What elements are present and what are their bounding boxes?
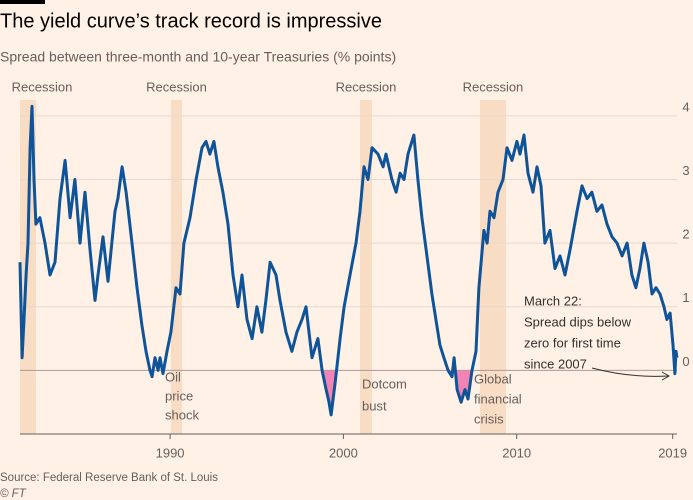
- recession-label: Recession: [463, 79, 524, 94]
- annotation: bust: [362, 398, 387, 413]
- source: Source: Federal Reserve Bank of St. Loui…: [0, 472, 218, 484]
- x-tick-label: 2000: [329, 445, 358, 460]
- credit: © FT: [0, 488, 27, 500]
- annotation: shock: [165, 407, 199, 422]
- y-tick-label: 1: [682, 290, 689, 305]
- recession-label: Recession: [12, 79, 73, 94]
- annotation: March 22:: [524, 293, 582, 308]
- y-tick-label: 4: [682, 99, 689, 114]
- annotation: Dotcom: [362, 376, 407, 391]
- annotation: Global: [474, 371, 512, 386]
- recession-label: Recession: [146, 79, 207, 94]
- annotation: Oil: [165, 369, 181, 384]
- recession-band: [479, 100, 506, 434]
- annotation: crisis: [474, 411, 504, 426]
- annotation: since 2007: [524, 356, 587, 371]
- brand-bar: [0, 0, 45, 4]
- recession-band: [360, 100, 372, 434]
- annotation: financial: [474, 391, 522, 406]
- chart-subtitle: Spread between three-month and 10-year T…: [0, 49, 396, 65]
- recession-band: [170, 100, 183, 434]
- x-tick-label: 2019: [658, 445, 687, 460]
- annotation-arrowhead: [661, 371, 671, 381]
- annotation: Spread dips below: [524, 314, 632, 329]
- annotation: price: [165, 388, 193, 403]
- annotation-arrow: [591, 367, 669, 377]
- x-tick-label: 1990: [156, 445, 185, 460]
- annotation: zero for first time: [524, 335, 621, 350]
- series-line: [18, 104, 679, 417]
- y-tick-label: 0: [682, 354, 689, 369]
- x-tick-label: 2010: [502, 445, 531, 460]
- chart-title: The yield curve’s track record is impres…: [0, 10, 382, 32]
- recession-label: Recession: [336, 79, 397, 94]
- y-tick-label: 2: [682, 227, 689, 242]
- y-tick-label: 3: [682, 163, 689, 178]
